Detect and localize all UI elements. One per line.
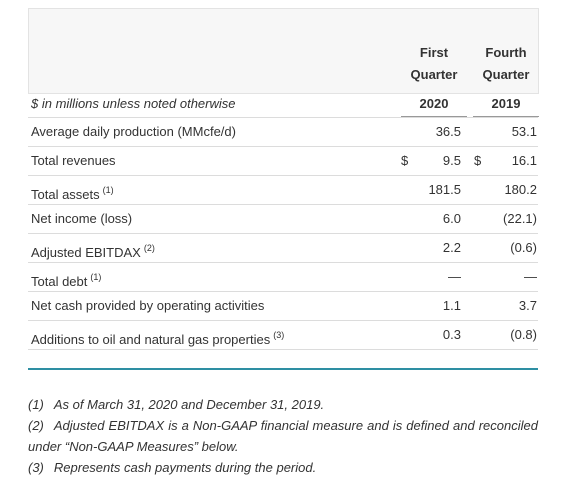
label: Total revenues [31, 153, 116, 168]
label: Average daily production (MMcfe/d) [31, 124, 236, 139]
value: 16.1 [511, 153, 537, 168]
value: 6.0 [442, 211, 461, 226]
footnote-text: As of March 31, 2020 and December 31, 20… [53, 397, 325, 412]
column-title: First [419, 45, 449, 60]
column-title: Fourth [485, 45, 527, 60]
line [28, 233, 538, 234]
footnote-ref: (2) [143, 243, 155, 253]
label: Net cash provided by operating activitie… [31, 298, 265, 313]
footnote: (2) Adjusted EBITDAX is a Non-GAAP financ… [28, 415, 538, 457]
value: — [524, 269, 537, 284]
underline [473, 116, 539, 117]
value: 180.2 [504, 182, 537, 197]
header-block [28, 8, 539, 94]
footnote-ref: (1) [90, 272, 102, 282]
value: 36.5 [435, 124, 461, 139]
value: — [448, 269, 461, 284]
row-label: Net cash provided by operating activitie… [31, 298, 264, 314]
line [28, 291, 538, 292]
value: 2.2 [442, 240, 461, 255]
line [28, 117, 538, 118]
value: (22.1) [503, 211, 537, 226]
label: Total debt [31, 274, 88, 289]
row-label: Additions to oil and natural gas propert… [31, 327, 284, 348]
value: 0.3 [442, 327, 461, 342]
footnote-marker: (3) [28, 460, 44, 475]
units-note: $ in millions unless noted otherwise [31, 96, 236, 111]
value: 53.1 [511, 124, 537, 139]
footnote-marker: (1) [28, 397, 44, 412]
value: 1.1 [442, 298, 461, 313]
currency: $ [474, 153, 482, 168]
row-label: Total debt (1) [31, 269, 101, 290]
line [28, 262, 538, 263]
line [28, 204, 538, 205]
label: Net income (loss) [31, 211, 133, 226]
footnote-text: Represents cash payments during the peri… [53, 460, 317, 475]
value: 3.7 [518, 298, 537, 313]
value: (0.8) [510, 327, 537, 342]
row-label: Total revenues [31, 153, 116, 169]
line [28, 146, 538, 147]
footnote: (3) Represents cash payments during the p… [28, 457, 538, 478]
footnote-ref: (3) [273, 330, 285, 340]
column-year: 2020 [419, 96, 449, 111]
row-label: Average daily production (MMcfe/d) [31, 124, 236, 140]
footnote-text: Adjusted EBITDAX is a Non-GAAP financial… [28, 418, 538, 454]
row-label: Adjusted EBITDAX (2) [31, 240, 155, 261]
value: (0.6) [510, 240, 537, 255]
line [28, 175, 538, 176]
value: 9.5 [442, 153, 461, 168]
underline [401, 116, 467, 117]
row-label: Total assets (1) [31, 182, 114, 203]
label: Total assets [31, 187, 100, 202]
column-title: Quarter [410, 67, 458, 82]
row-label: Net income (loss) [31, 211, 132, 227]
label: Additions to oil and natural gas propert… [31, 332, 271, 347]
column-year: 2019 [491, 96, 521, 111]
value: 181.5 [428, 182, 461, 197]
line [28, 320, 538, 321]
footnote-ref: (1) [102, 185, 114, 195]
footnote-marker: (2) [28, 418, 44, 433]
column-title: Quarter [482, 67, 530, 82]
divider [28, 368, 538, 370]
currency: $ [401, 153, 409, 168]
footnote: (1) As of March 31, 2020 and December 31,… [28, 394, 538, 415]
label: Adjusted EBITDAX [31, 245, 141, 260]
line [28, 349, 538, 350]
